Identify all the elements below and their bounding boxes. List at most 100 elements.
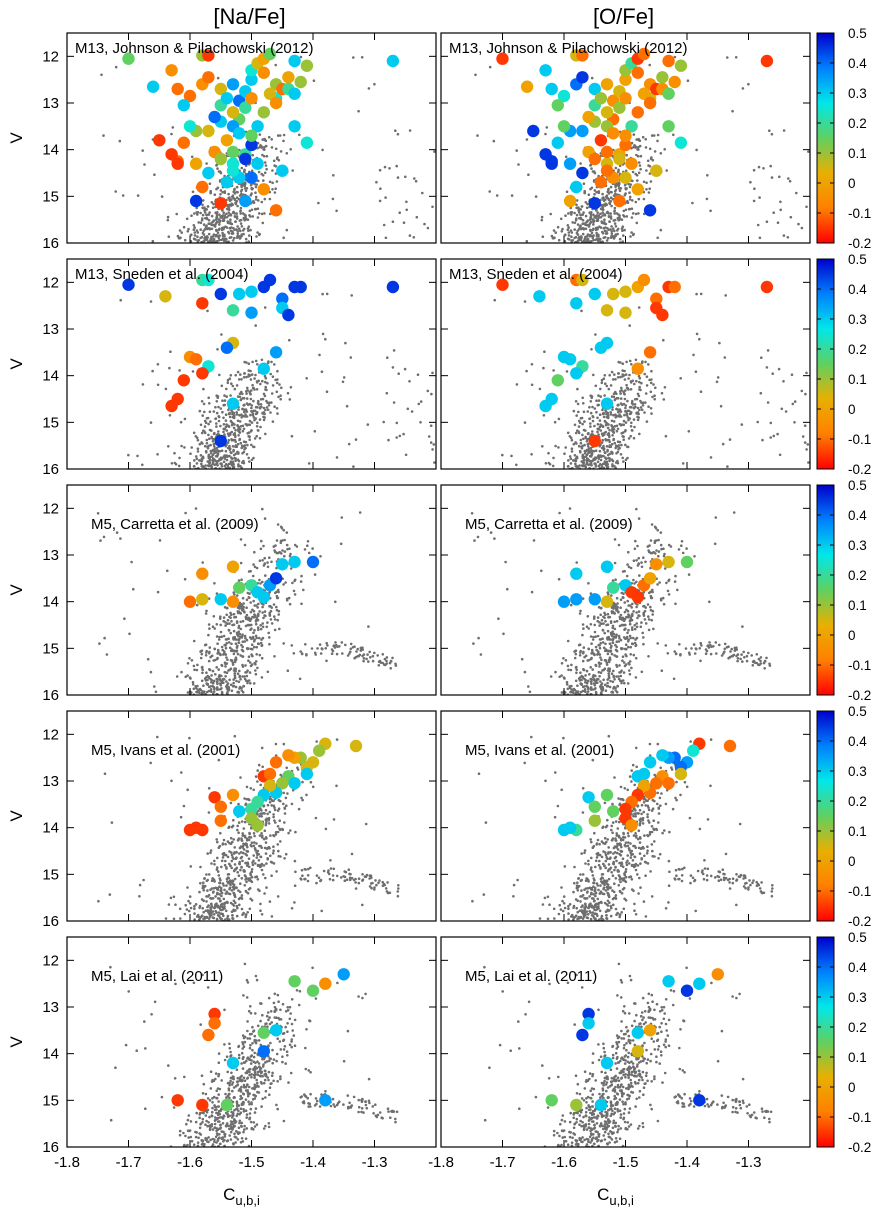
background-star <box>210 201 214 204</box>
background-star <box>603 419 607 423</box>
background-star <box>673 55 677 59</box>
background-star <box>203 425 207 428</box>
background-star <box>605 232 609 235</box>
background-star <box>238 194 242 197</box>
background-star <box>700 644 703 647</box>
background-star <box>646 815 649 819</box>
background-star <box>645 188 648 191</box>
background-star <box>624 373 628 376</box>
background-star <box>578 676 582 679</box>
background-star <box>387 438 390 442</box>
background-star <box>604 659 607 662</box>
background-star <box>552 369 555 372</box>
background-star <box>631 199 634 202</box>
background-star <box>97 899 100 903</box>
background-star <box>199 865 202 869</box>
background-star <box>204 676 208 679</box>
background-star <box>581 464 585 468</box>
background-star <box>663 552 666 556</box>
background-star <box>628 405 632 409</box>
background-star <box>233 635 237 639</box>
background-star <box>614 225 618 228</box>
background-star <box>268 810 272 814</box>
background-star <box>619 638 623 642</box>
background-star <box>652 819 655 822</box>
background-star <box>625 386 629 390</box>
background-star <box>215 215 219 218</box>
background-star <box>244 624 248 628</box>
background-star <box>263 412 266 416</box>
background-star <box>391 656 394 660</box>
background-star <box>254 669 257 672</box>
background-star <box>364 875 368 879</box>
background-star <box>604 382 607 386</box>
background-star <box>750 654 753 657</box>
background-star <box>264 385 268 389</box>
background-star <box>586 237 590 241</box>
background-star <box>293 543 297 547</box>
background-star <box>470 512 474 515</box>
background-star <box>305 377 309 380</box>
background-star <box>615 655 619 658</box>
background-star <box>220 891 224 895</box>
background-star <box>226 618 230 622</box>
background-star <box>623 601 626 604</box>
background-star <box>186 230 190 233</box>
background-star <box>201 213 205 217</box>
background-star <box>770 132 774 136</box>
background-star <box>208 182 212 185</box>
background-star <box>208 668 211 671</box>
background-star <box>291 788 295 792</box>
background-star <box>244 440 248 444</box>
background-star <box>542 414 546 417</box>
background-star <box>581 623 585 626</box>
background-star <box>212 692 215 695</box>
background-star <box>588 211 591 214</box>
background-star <box>609 413 613 416</box>
background-star <box>525 138 529 141</box>
background-star <box>274 378 277 382</box>
background-star <box>236 424 240 428</box>
background-star <box>252 563 255 566</box>
background-star <box>586 223 589 227</box>
background-star <box>254 417 258 420</box>
background-star <box>156 735 159 739</box>
background-star <box>619 390 622 393</box>
background-star <box>613 398 617 401</box>
background-star <box>638 388 641 391</box>
background-star <box>214 658 217 662</box>
background-star <box>278 828 282 832</box>
background-star <box>605 623 608 627</box>
background-star <box>586 410 590 413</box>
background-star <box>228 203 232 207</box>
background-star <box>634 868 638 872</box>
background-star <box>285 598 289 602</box>
background-star <box>654 386 657 390</box>
background-star <box>591 668 594 671</box>
background-star <box>260 644 264 648</box>
background-star <box>153 173 156 176</box>
background-star <box>566 228 570 231</box>
background-star <box>225 687 229 690</box>
background-star <box>182 804 186 808</box>
background-star <box>803 424 807 428</box>
background-star <box>230 619 233 623</box>
background-star <box>620 911 623 914</box>
background-star <box>237 463 240 466</box>
background-star <box>596 455 600 458</box>
background-star <box>720 654 724 657</box>
background-star <box>244 842 248 845</box>
background-star <box>647 628 651 632</box>
background-star <box>149 300 153 303</box>
background-star <box>530 590 534 594</box>
background-star <box>589 425 592 428</box>
background-star <box>609 384 613 387</box>
background-star <box>639 167 642 171</box>
background-star <box>259 844 263 848</box>
background-star <box>226 446 230 450</box>
background-star <box>695 292 698 296</box>
background-star <box>374 879 377 882</box>
background-star <box>408 129 412 132</box>
background-star <box>268 847 271 850</box>
background-star <box>590 239 593 243</box>
